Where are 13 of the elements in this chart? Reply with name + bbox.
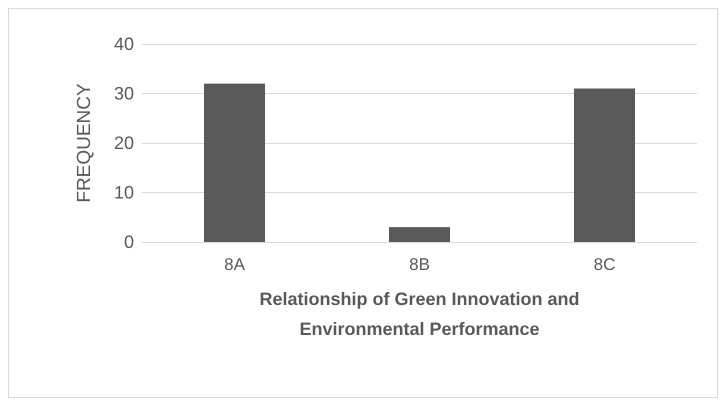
bar [204,84,266,242]
x-axis-title: Relationship of Green Innovation and Environmental Performance [259,289,580,339]
x-tick-label: 8A [224,255,246,274]
y-tick-label: 20 [114,133,134,153]
y-tick-label: 40 [114,34,134,54]
y-axis-title: FREQUENCY [74,83,95,203]
y-tick-label: 0 [124,232,134,252]
y-tick-label: 10 [114,182,134,202]
bar [574,88,636,242]
y-tick-label: 30 [114,84,134,104]
x-tick-label: 8C [594,255,616,274]
bar [388,227,450,242]
x-tick-label: 8B [409,255,430,274]
